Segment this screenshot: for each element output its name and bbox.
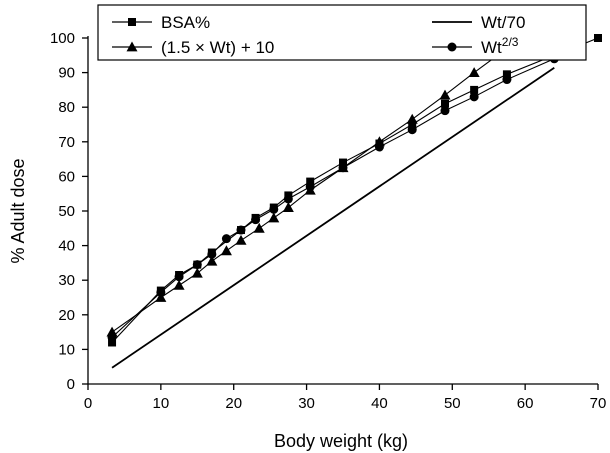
- x-tick-label: 60: [517, 395, 534, 412]
- y-tick-label: 70: [58, 134, 75, 151]
- data-point: [236, 225, 246, 235]
- x-axis-title: Body weight (kg): [274, 431, 408, 451]
- y-tick-label: 50: [58, 203, 75, 220]
- legend-box: [97, 4, 587, 61]
- data-point: [173, 279, 185, 290]
- y-tick-label: 80: [58, 99, 75, 116]
- data-point: [374, 142, 384, 152]
- x-tick-label: 50: [444, 395, 461, 412]
- legend-label-superscript: 2/3: [502, 35, 519, 49]
- data-point: [155, 292, 167, 302]
- data-point: [282, 202, 294, 212]
- legend-entry: Wt2/3: [432, 35, 519, 57]
- x-tick-label: 30: [298, 395, 315, 412]
- y-tick-label: 30: [58, 272, 75, 289]
- data-point: [469, 92, 479, 102]
- data-point: [220, 245, 232, 256]
- data-point: [468, 67, 480, 77]
- data-point: [221, 234, 231, 244]
- legend-label: BSA%: [161, 13, 210, 32]
- legend-marker: [447, 42, 457, 52]
- axes: 0 10 20 30 40 50 60 70 0 10 20 30 40 50 60 70 80 90 100: [50, 30, 606, 412]
- y-tick-label: 20: [58, 307, 75, 324]
- series-wt2-3: [107, 54, 559, 342]
- legend-entry: Wt/70: [432, 13, 525, 32]
- y-tick-label: 90: [58, 65, 75, 82]
- data-point: [253, 222, 265, 233]
- data-point: [406, 113, 418, 124]
- x-tick-label: 0: [84, 395, 92, 412]
- data-point: [440, 106, 450, 116]
- data-point: [594, 34, 602, 42]
- legend-entries: BSA% Wt/70 (1.5 × Wt) + 10 Wt2/3: [112, 13, 525, 57]
- data-point: [206, 255, 218, 266]
- legend-label: (1.5 × Wt) + 10: [161, 38, 274, 57]
- data-point: [191, 267, 203, 278]
- data-point: [192, 260, 202, 270]
- data-point: [107, 332, 117, 342]
- y-tick-label: 100: [50, 30, 75, 47]
- legend-marker: [126, 41, 138, 52]
- y-tick-label: 0: [67, 376, 75, 393]
- series-line: [111, 67, 555, 369]
- series-wt-70: [111, 67, 555, 369]
- legend-entry: BSA%: [112, 13, 210, 32]
- data-point: [306, 177, 315, 186]
- data-point: [441, 99, 449, 108]
- legend-label: Wt/70: [481, 13, 525, 32]
- data-point: [283, 194, 293, 204]
- data-point: [235, 234, 247, 245]
- data-point: [502, 75, 512, 85]
- data-point: [338, 163, 348, 173]
- y-tick-label: 40: [58, 238, 75, 255]
- data-point: [407, 125, 417, 135]
- data-point: [108, 338, 117, 347]
- legend-marker: [128, 18, 136, 26]
- x-tick-label: 20: [225, 395, 242, 412]
- legend-entry: (1.5 × Wt) + 10: [112, 38, 274, 57]
- data-point: [502, 70, 511, 79]
- data-point: [470, 85, 479, 94]
- y-ticks: 0 10 20 30 40 50 60 70 80 90 100: [50, 30, 88, 393]
- data-point: [269, 204, 279, 214]
- x-tick-label: 10: [153, 395, 170, 412]
- data-point: [268, 212, 280, 223]
- y-tick-label: 10: [58, 341, 75, 358]
- y-tick-label: 60: [58, 168, 75, 185]
- data-point: [439, 89, 451, 100]
- data-point: [305, 182, 315, 192]
- data-point: [251, 215, 261, 225]
- plot-series: [106, 34, 602, 369]
- data-point: [408, 120, 417, 129]
- data-point: [156, 287, 166, 297]
- legend: BSA% Wt/70 (1.5 × Wt) + 10 Wt2/3: [97, 4, 587, 61]
- x-tick-label: 70: [590, 395, 607, 412]
- data-point: [174, 272, 184, 282]
- x-ticks: 0 10 20 30 40 50 60 70: [84, 384, 607, 412]
- data-point: [207, 249, 217, 259]
- x-tick-label: 40: [371, 395, 388, 412]
- y-axis-title: % Adult dose: [8, 158, 28, 263]
